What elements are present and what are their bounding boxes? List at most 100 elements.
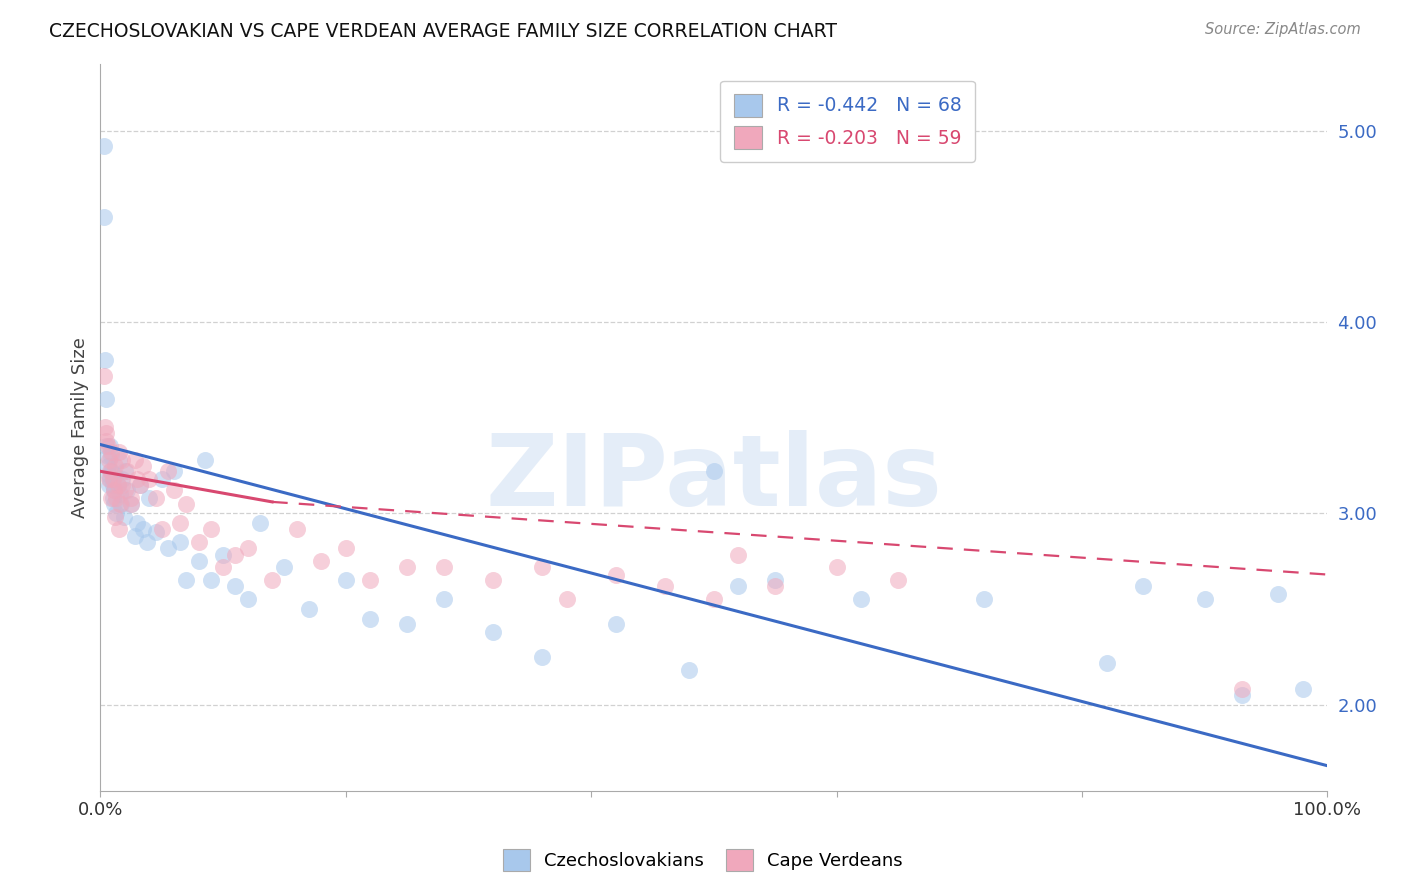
Point (236, 592, 259, 607)
Point (104, 510, 127, 524)
Point (107, 477, 129, 491)
Point (128, 477, 150, 491)
Point (1095, 656, 1118, 670)
Point (212, 560, 235, 574)
Point (101, 472, 124, 486)
Point (97, 468, 120, 483)
Point (335, 574, 357, 588)
Point (97, 458, 120, 473)
Point (194, 453, 217, 467)
Point (396, 617, 419, 632)
Point (825, 560, 848, 574)
Point (100, 445, 122, 459)
Point (200, 522, 222, 536)
Point (727, 579, 749, 593)
Point (112, 510, 135, 524)
Point (359, 574, 381, 588)
Point (108, 487, 131, 501)
Point (117, 464, 139, 478)
Point (703, 592, 725, 607)
Point (93, 139, 115, 153)
Point (1292, 682, 1315, 697)
Point (531, 560, 554, 574)
Text: CZECHOSLOVAKIAN VS CAPE VERDEAN AVERAGE FAMILY SIZE CORRELATION CHART: CZECHOSLOVAKIAN VS CAPE VERDEAN AVERAGE … (49, 22, 837, 41)
Point (433, 592, 456, 607)
Point (678, 663, 700, 677)
Point (187, 554, 209, 568)
Point (763, 574, 786, 588)
Point (111, 453, 134, 467)
Point (973, 592, 995, 607)
Point (104, 468, 127, 483)
Point (150, 472, 173, 486)
Point (124, 529, 146, 543)
Text: Source: ZipAtlas.com: Source: ZipAtlas.com (1205, 22, 1361, 37)
Point (105, 507, 128, 521)
Point (98, 464, 121, 478)
Point (273, 560, 295, 574)
Point (482, 574, 505, 588)
Point (1230, 688, 1253, 702)
Point (105, 491, 128, 505)
Point (187, 535, 209, 549)
Point (120, 491, 142, 505)
Point (156, 541, 179, 555)
Point (145, 491, 167, 505)
Point (224, 549, 246, 563)
Point (433, 560, 456, 574)
Legend: R = -0.442   N = 68, R = -0.203   N = 59: R = -0.442 N = 68, R = -0.203 N = 59 (720, 80, 974, 162)
Point (1132, 579, 1154, 593)
Point (103, 483, 125, 498)
Point (482, 624, 505, 639)
Point (117, 483, 139, 498)
Point (169, 516, 191, 530)
Point (555, 592, 578, 607)
Point (103, 497, 125, 511)
Point (96, 440, 118, 454)
Point (124, 453, 146, 467)
Point (1194, 592, 1216, 607)
Point (335, 541, 357, 555)
Point (132, 522, 155, 536)
Point (103, 483, 125, 498)
Point (120, 497, 142, 511)
Point (200, 574, 222, 588)
Point (108, 497, 131, 511)
Point (531, 649, 554, 664)
Point (97, 440, 120, 454)
Point (100, 449, 122, 463)
Point (298, 602, 321, 616)
Y-axis label: Average Family Size: Average Family Size (72, 337, 89, 517)
Point (212, 549, 235, 563)
Point (100, 464, 122, 478)
Point (97, 453, 120, 467)
Point (169, 535, 191, 549)
Point (98, 440, 121, 454)
Point (174, 574, 197, 588)
Point (101, 477, 124, 491)
Point (114, 464, 136, 478)
Point (111, 477, 134, 491)
Point (127, 516, 149, 530)
Point (107, 477, 129, 491)
Point (703, 464, 725, 478)
Point (96, 392, 118, 406)
Point (136, 535, 159, 549)
Point (97, 472, 120, 486)
Point (96, 426, 118, 441)
Point (127, 472, 149, 486)
Point (887, 574, 910, 588)
Point (111, 472, 134, 486)
Point (156, 464, 179, 478)
Point (249, 516, 271, 530)
Point (150, 522, 173, 536)
Point (114, 483, 136, 498)
Point (101, 491, 124, 505)
Point (97, 449, 120, 463)
Point (128, 477, 150, 491)
Point (605, 567, 627, 582)
Point (224, 579, 246, 593)
Point (100, 491, 122, 505)
Point (262, 574, 284, 588)
Point (727, 549, 749, 563)
